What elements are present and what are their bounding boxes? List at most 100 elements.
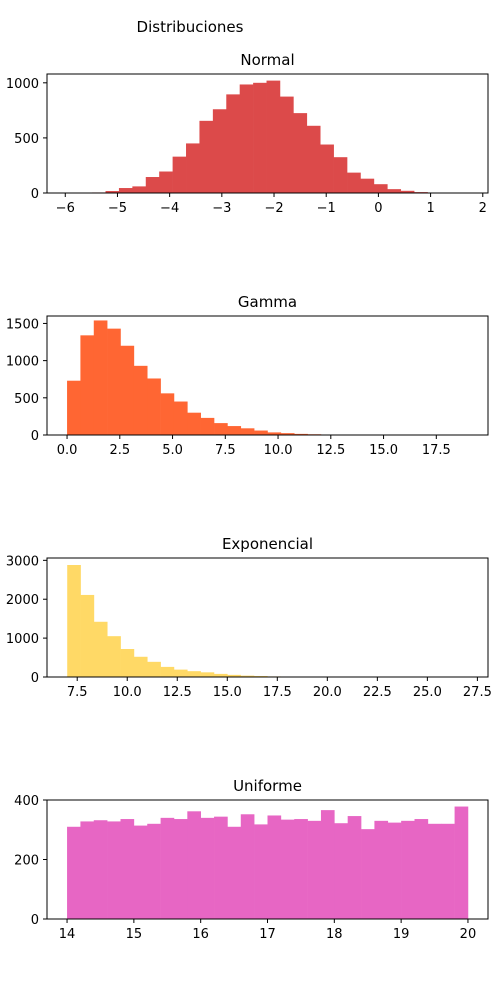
y-tick-label: 200 [14,854,39,869]
y-tick-label: 3000 [6,554,39,569]
x-tick-label: 15.0 [369,443,398,458]
x-tick-label: 12.5 [163,685,192,700]
histogram-bar [93,320,108,435]
histogram-bar [387,822,402,919]
histogram-bar [280,819,295,919]
histogram-bar [145,177,160,193]
x-tick-label: 19 [393,927,410,942]
x-tick-label: 18 [326,927,343,942]
histogram-bar [401,820,415,919]
x-tick-label: 16 [192,927,209,942]
histogram-bar [212,109,227,193]
histogram-bar [187,412,201,435]
subplot-title: Gamma [238,293,297,311]
histogram-bar [200,672,215,677]
histogram-bar [67,565,81,677]
x-tick-label: 14 [59,927,76,942]
histogram-bar [347,172,361,193]
histogram-bar [254,824,268,919]
histogram-bar [159,171,173,193]
histogram-bar [373,184,388,193]
subplot-3: Exponencial 7.5 10.0 12.5 15.0 17.5 20.0 22.5 25… [6,535,492,700]
histogram-bar [307,820,322,919]
histogram-bar [374,820,389,919]
subplot-1: Normal −6 −5 −4 −3 −2 −1 0 1 2 0 500 1000 [6,51,489,216]
x-tick-label: 10.0 [113,685,142,700]
histogram-bar [67,826,81,919]
x-tick-label: −3 [212,201,231,216]
histogram-bar [160,393,175,435]
histogram-bar [239,84,254,193]
histogram-bar [214,816,228,919]
histogram-bar [226,94,240,193]
histogram-bar [120,819,135,919]
x-tick-label: 7.5 [67,685,88,700]
y-tick-label: 500 [14,392,39,407]
histogram-bar [187,671,201,677]
histogram-bar [280,433,295,435]
histogram-bar [160,817,175,919]
histogram-bar [80,335,95,435]
histogram-bar [200,817,215,919]
histogram-bar [133,656,148,677]
histogram-bar [227,426,242,435]
y-tick-label: 0 [31,671,39,686]
subplot-title: Normal [240,51,294,69]
x-tick-label: 17.5 [422,443,451,458]
x-tick-label: 25.0 [413,685,442,700]
histogram-bar [320,810,335,919]
y-tick-label: 1000 [6,632,39,647]
x-tick-label: 17.5 [263,685,292,700]
histogram-bar [80,594,95,677]
histogram-bar [227,674,241,677]
histogram-bar [427,823,442,919]
histogram-bar [294,433,308,435]
axes-frame [46,557,489,678]
histogram-bar [133,825,148,919]
histogram-bar [173,401,188,435]
histogram-bar [441,823,455,919]
x-tick-label: −6 [56,201,75,216]
subplot-2: Gamma 0.0 2.5 5.0 7.5 10.0 12.5 15.0 17.5 0 500 100… [6,293,489,458]
histogram-bar [133,365,148,435]
x-tick-label: −1 [317,201,336,216]
x-tick-label: 22.5 [363,685,392,700]
x-tick-label: −2 [264,201,283,216]
x-tick-label: 27.5 [463,685,492,700]
histogram-bar [400,190,415,193]
histogram-bar [186,143,200,193]
x-tick-label: 12.5 [316,443,345,458]
histogram-bar [120,649,135,677]
x-tick-label: 0.0 [57,443,78,458]
histogram-bar [80,821,95,919]
histogram-bar [267,815,282,919]
histogram-bar [105,191,120,193]
histogram-bar [267,432,282,435]
y-tick-label: 2000 [6,593,39,608]
histogram-bar [214,423,228,435]
histogram-bar [306,125,321,193]
x-tick-label: 0 [374,201,382,216]
y-tick-label: 0 [31,187,39,202]
x-tick-label: −5 [108,201,127,216]
histogram-bar [107,821,121,919]
histogram-bar [118,188,133,193]
histogram-bar [147,823,161,919]
histogram-bar [107,636,121,677]
x-tick-label: −4 [160,201,179,216]
x-tick-label: 7.5 [215,443,236,458]
histogram-bar [253,82,267,193]
histogram-bar [187,811,201,919]
histogram-bar [347,816,362,919]
histogram-bar [227,826,242,919]
y-tick-label: 1000 [6,77,39,92]
histogram-bar [147,378,161,435]
x-tick-label: 5.0 [162,443,183,458]
histogram-bar [107,328,121,435]
y-tick-label: 1000 [6,355,39,370]
y-tick-label: 1500 [6,317,39,332]
histogram-bar [93,621,108,677]
histogram-bar [213,673,228,677]
